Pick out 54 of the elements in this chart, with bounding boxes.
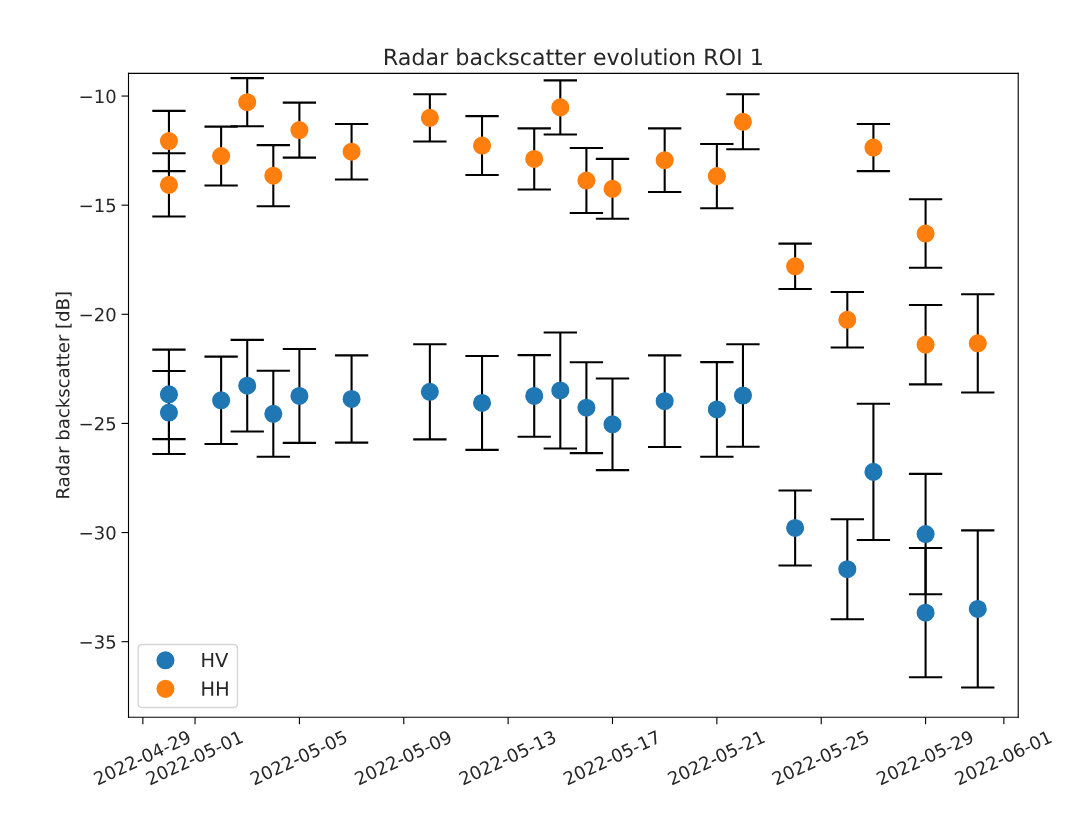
point	[603, 415, 622, 434]
y-tick-label: −15	[80, 198, 116, 213]
point	[577, 171, 596, 190]
point	[420, 382, 439, 401]
point	[733, 386, 752, 405]
legend-label: HV	[202, 652, 229, 668]
point	[707, 400, 726, 419]
point	[290, 121, 309, 140]
legend-label: HH	[202, 681, 228, 696]
y-tick-label: −25	[80, 416, 116, 431]
point	[786, 518, 805, 538]
point	[420, 108, 439, 127]
point	[238, 93, 257, 112]
chart-title: Radar backscatter evolution ROI 1	[385, 48, 762, 66]
point	[342, 142, 361, 161]
point	[577, 398, 596, 417]
point	[290, 386, 309, 405]
point	[838, 310, 857, 329]
point	[525, 386, 544, 405]
point	[707, 167, 726, 186]
point	[916, 603, 935, 622]
point	[968, 334, 987, 353]
point	[159, 131, 178, 151]
point	[916, 335, 935, 354]
point	[159, 403, 178, 422]
y-tick-label: −20	[80, 307, 116, 322]
point	[864, 138, 883, 157]
point	[655, 151, 674, 170]
point	[551, 381, 570, 400]
point	[655, 392, 674, 411]
point	[786, 257, 805, 276]
point	[238, 376, 257, 395]
point	[212, 391, 231, 410]
point	[159, 385, 178, 404]
point	[473, 136, 492, 155]
point	[525, 149, 544, 168]
point	[159, 175, 178, 194]
y-tick-label: −10	[80, 89, 116, 104]
point	[551, 98, 570, 117]
point	[473, 393, 492, 412]
point	[212, 147, 231, 166]
point	[916, 525, 935, 544]
point	[838, 560, 857, 579]
point	[916, 224, 935, 243]
y-axis-title: Radar backscatter [dB]	[55, 292, 72, 498]
point	[968, 599, 987, 618]
point	[733, 112, 752, 131]
point	[342, 389, 361, 409]
y-tick-label: −30	[80, 526, 116, 540]
y-tick-label: −35	[80, 635, 116, 649]
point	[864, 462, 883, 481]
point	[264, 166, 283, 185]
point	[603, 179, 622, 198]
point	[264, 404, 283, 423]
